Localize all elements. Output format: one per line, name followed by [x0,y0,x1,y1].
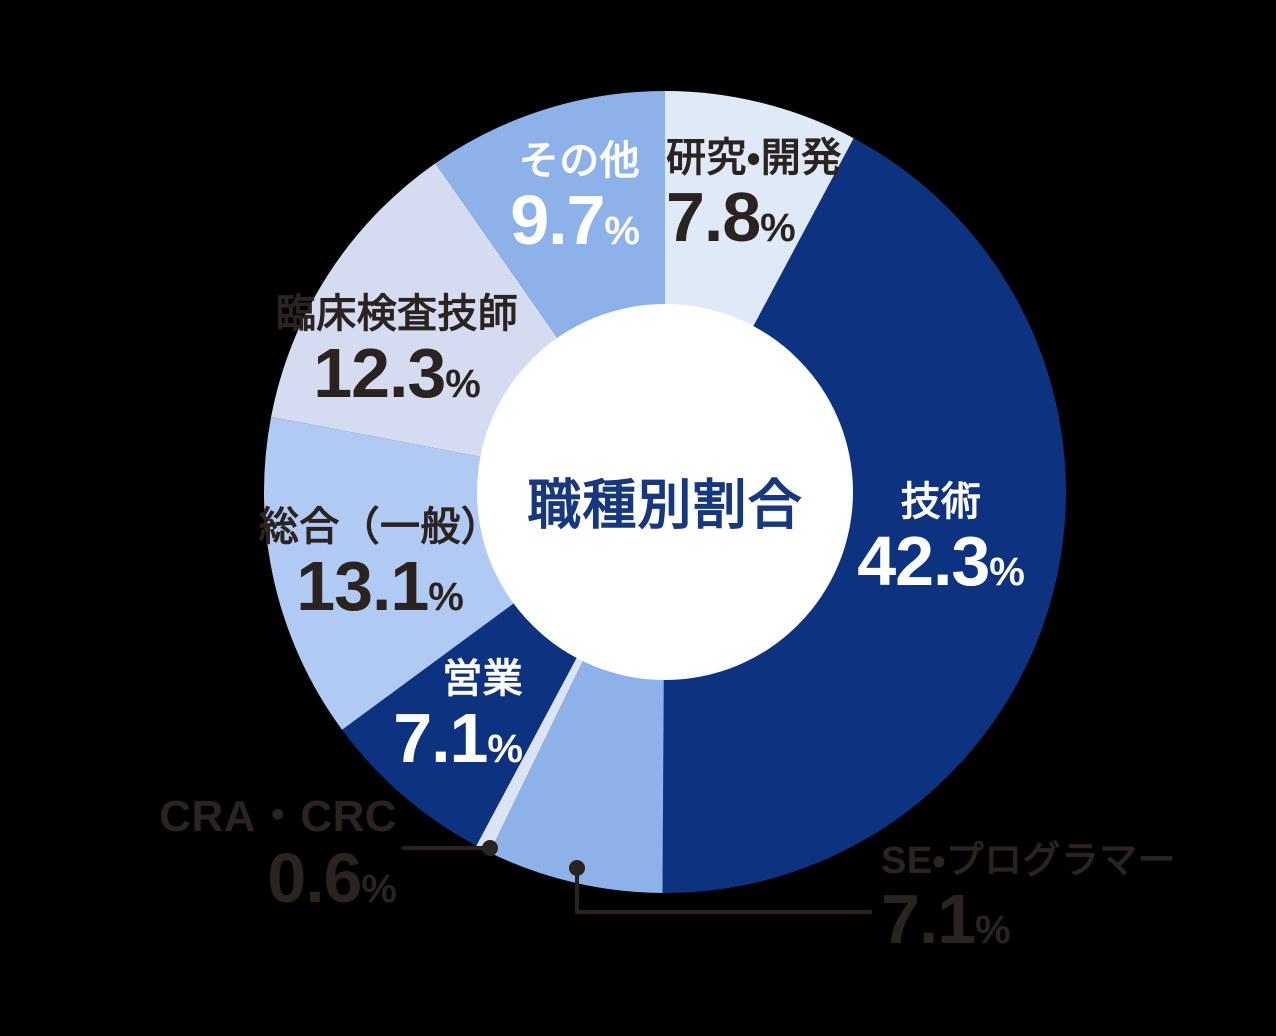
segment-label-others: その他 9.7% [510,141,640,255]
segment-label-sales: 営業 7.1% [393,659,523,773]
segment-label-cra-crc: CRA・CRC 0.6% [159,792,397,917]
segment-value: 7.1% [393,699,523,777]
segment-label-general: 総合（一般） 13.1% [259,507,501,621]
se-programmer-leader-dot [569,860,585,876]
segment-value: 12.3% [313,334,481,412]
segment-name: CRA・CRC [159,792,397,841]
pie-segment-1 [662,138,1066,893]
segment-value: 7.1% [881,880,1011,958]
segment-label-clinical-lab-technician: 臨床検査技師 12.3% [276,294,518,408]
segment-name: 営業 [442,657,523,701]
segment-value: 13.1% [296,547,464,625]
segment-name: 研究・開発 [666,136,842,180]
segment-name: 臨床検査技師 [275,292,519,336]
segment-label-se-programmer: SE・プログラマー 7.1% [881,842,1176,954]
se-programmer-leader-polyline [575,868,872,914]
segment-name: SE・プログラマー [881,840,1177,882]
segment-value: 42.3% [857,522,1025,600]
segment-value: 7.8% [666,178,796,256]
segment-label-engineering: 技術 42.3% [857,482,1025,596]
segment-name: 技術 [900,480,982,524]
donut-hole [477,304,853,680]
segment-name: 総合（一般） [258,505,502,549]
segment-value: 0.6% [267,839,397,917]
segment-name: その他 [518,139,640,183]
segment-value: 9.7% [510,181,640,259]
cra-crc-leader-dot [482,840,498,856]
leader-lines [402,846,872,914]
segment-label-research-development: 研究・開発 7.8% [666,138,842,252]
chart-center-title: 職種別割合 [527,475,803,536]
